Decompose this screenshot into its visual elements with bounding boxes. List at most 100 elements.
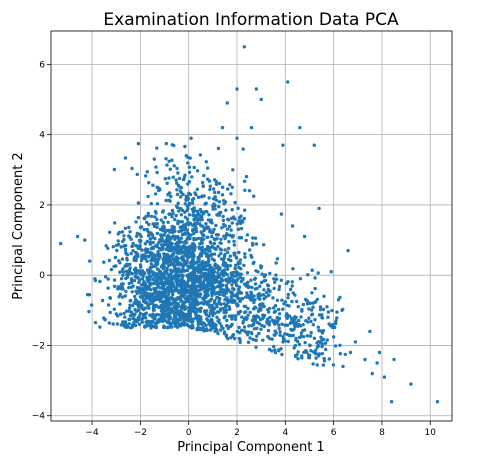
scatter-point — [235, 292, 239, 297]
scatter-point — [285, 312, 289, 316]
scatter-point — [153, 273, 157, 277]
scatter-point — [322, 359, 327, 363]
scatter-point — [207, 196, 211, 200]
scatter-point — [130, 310, 134, 314]
scatter-point — [206, 283, 210, 288]
scatter-point — [172, 225, 176, 229]
scatter-point — [283, 300, 288, 304]
scatter-point — [262, 274, 267, 279]
scatter-point — [171, 175, 175, 179]
scatter-point — [146, 254, 150, 259]
scatter-point — [192, 165, 196, 170]
scatter-point — [266, 287, 270, 292]
scatter-point — [197, 301, 201, 305]
scatter-point — [188, 247, 192, 251]
scatter-point — [137, 238, 142, 242]
scatter-point — [296, 324, 300, 328]
scatter-point — [229, 228, 233, 232]
scatter-point — [246, 313, 250, 317]
scatter-point — [93, 320, 98, 325]
scatter-point — [331, 363, 336, 367]
scatter-point — [173, 305, 177, 309]
scatter-point — [274, 261, 278, 265]
scatter-point — [207, 314, 211, 318]
scatter-point — [181, 316, 186, 320]
scatter-point — [145, 227, 149, 232]
scatter-point — [138, 232, 142, 237]
scatter-point — [179, 229, 183, 233]
scatter-point — [198, 309, 203, 314]
scatter-point — [309, 349, 313, 353]
scatter-point — [247, 324, 251, 328]
scatter-point — [232, 243, 236, 247]
scatter-point — [153, 222, 158, 226]
scatter-point — [229, 298, 233, 302]
scatter-point — [219, 241, 223, 245]
scatter-point — [185, 268, 190, 272]
scatter-point — [181, 306, 185, 310]
scatter-point — [173, 315, 177, 319]
scatter-point — [273, 280, 277, 284]
scatter-point — [181, 264, 185, 269]
scatter-point — [144, 247, 148, 251]
scatter-point — [248, 248, 252, 252]
scatter-point — [90, 303, 94, 307]
scatter-point — [189, 251, 193, 256]
scatter-point — [223, 252, 227, 257]
scatter-point — [151, 235, 155, 240]
scatter-point — [113, 255, 118, 260]
scatter-point — [183, 210, 187, 214]
scatter-point — [174, 286, 178, 290]
scatter-point — [207, 280, 211, 285]
scatter-point — [144, 316, 148, 320]
scatter-point — [182, 313, 186, 317]
scatter-point — [178, 189, 183, 193]
scatter-point — [173, 248, 177, 252]
scatter-point — [146, 234, 151, 238]
scatter-point — [112, 307, 117, 311]
scatter-point — [265, 317, 270, 321]
scatter-point — [257, 292, 261, 296]
scatter-point — [190, 223, 195, 227]
scatter-point — [222, 332, 227, 336]
scatter-point — [164, 247, 168, 251]
scatter-point — [255, 334, 259, 338]
scatter-point — [125, 262, 129, 266]
scatter-point — [251, 337, 255, 342]
y-axis-label: Principal Component 2 — [11, 152, 26, 299]
scatter-point — [136, 276, 140, 280]
scatter-point — [123, 247, 128, 252]
scatter-point — [128, 262, 132, 267]
scatter-point — [171, 318, 175, 322]
scatter-point — [192, 254, 196, 258]
scatter-point — [186, 305, 191, 310]
scatter-point — [212, 289, 216, 293]
scatter-point — [265, 290, 269, 295]
scatter-point — [186, 283, 190, 287]
scatter-point — [128, 235, 132, 240]
scatter-point — [230, 273, 235, 277]
scatter-point — [185, 228, 189, 232]
scatter-point — [176, 274, 181, 279]
scatter-point — [161, 266, 165, 271]
scatter-point — [299, 334, 304, 339]
scatter-point — [129, 277, 134, 281]
scatter-point — [191, 197, 196, 201]
scatter-point — [382, 375, 387, 379]
scatter-point — [321, 363, 326, 367]
scatter-point — [112, 278, 117, 282]
scatter-point — [239, 298, 243, 302]
scatter-point — [203, 293, 207, 297]
scatter-point — [201, 184, 205, 188]
scatter-point — [195, 260, 199, 265]
scatter-point — [316, 340, 321, 344]
scatter-point — [267, 293, 271, 297]
scatter-point — [188, 290, 193, 294]
scatter-point — [225, 298, 229, 303]
scatter-point — [165, 181, 169, 185]
scatter-point — [377, 350, 382, 355]
scatter-point — [135, 285, 140, 290]
scatter-point — [155, 170, 159, 175]
scatter-point — [140, 248, 144, 252]
scatter-point — [291, 333, 295, 338]
